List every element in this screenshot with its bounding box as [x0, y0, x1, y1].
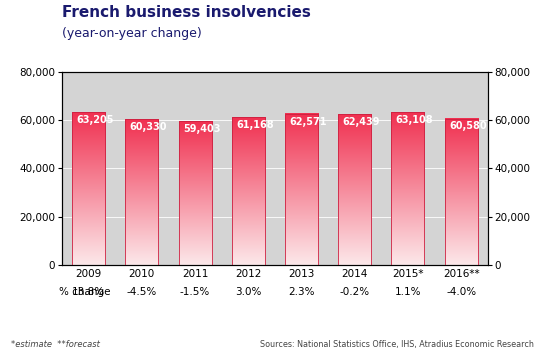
- Text: 61,168: 61,168: [236, 120, 274, 130]
- Bar: [391, 112, 424, 265]
- Text: (year-on-year change): (year-on-year change): [62, 27, 202, 40]
- Text: -0.2%: -0.2%: [340, 287, 370, 297]
- Text: 62,439: 62,439: [342, 117, 380, 127]
- Text: 63,205: 63,205: [77, 115, 114, 125]
- Text: 1.1%: 1.1%: [395, 287, 421, 297]
- Bar: [72, 112, 105, 265]
- Bar: [232, 117, 265, 265]
- Text: Sources: National Statistics Office, IHS, Atradius Economic Research: Sources: National Statistics Office, IHS…: [260, 340, 534, 349]
- Text: -4.5%: -4.5%: [127, 287, 157, 297]
- Bar: [285, 114, 318, 265]
- Text: 59,403: 59,403: [183, 124, 220, 134]
- Bar: [126, 119, 158, 265]
- Bar: [445, 118, 478, 265]
- Text: 2.3%: 2.3%: [288, 287, 315, 297]
- Text: 62,571: 62,571: [289, 117, 327, 127]
- Text: -4.0%: -4.0%: [446, 287, 476, 297]
- Text: 3.0%: 3.0%: [235, 287, 261, 297]
- Text: *estimate  **forecast: *estimate **forecast: [11, 340, 100, 349]
- Text: 60,330: 60,330: [129, 122, 167, 132]
- Text: 13.8%: 13.8%: [72, 287, 105, 297]
- Text: French business insolvencies: French business insolvencies: [62, 5, 311, 20]
- Bar: [338, 114, 371, 265]
- Text: % change: % change: [59, 287, 111, 297]
- Bar: [178, 121, 211, 265]
- Text: -1.5%: -1.5%: [180, 287, 210, 297]
- Text: 63,108: 63,108: [396, 115, 433, 125]
- Text: 60,580: 60,580: [449, 121, 487, 131]
